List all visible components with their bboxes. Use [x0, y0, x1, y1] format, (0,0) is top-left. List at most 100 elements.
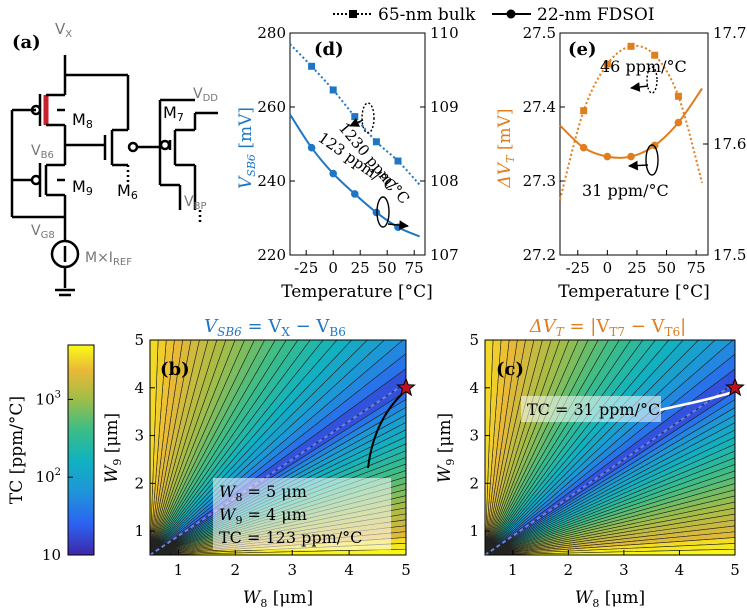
x-tick-label: 25	[351, 259, 370, 277]
contour-band	[485, 407, 735, 555]
y-tick-label: 27.2	[523, 246, 556, 264]
vbp-label: VBP	[184, 194, 206, 212]
panel-b-frame	[149, 339, 407, 556]
contour-band	[485, 531, 735, 555]
contour-band	[150, 340, 265, 555]
vb6-label: VB6	[31, 143, 54, 161]
panel-b-ticks: 1 2 3 4 5 1 2 3 4 5	[134, 331, 410, 579]
chart-panel-e: -25 0 25 50 75 27.2 27.3 27.4 27.5 17.5 17.6 17.7 (…	[495, 24, 746, 302]
contour-band	[485, 429, 735, 555]
y-tick-label: 27.3	[523, 172, 556, 190]
x-tick-label: 50	[657, 259, 676, 277]
contour-band	[485, 340, 609, 555]
m9-label: M9	[72, 177, 93, 198]
contour-band	[485, 464, 735, 555]
panel-b-ylabel: W9 [μm]	[102, 413, 124, 483]
y-tick-label: 4	[469, 379, 479, 397]
y2-tick-label: 17.5	[713, 246, 746, 264]
x-tick-label: 75	[405, 259, 424, 277]
y2-tick-label: 109	[430, 98, 459, 116]
x-tick-label: 0	[328, 259, 338, 277]
legend-bulk-marker	[333, 10, 372, 18]
data-point	[351, 113, 359, 121]
contour-band	[485, 519, 735, 555]
panel-e-annot-arrows	[628, 66, 659, 176]
contour-band	[150, 399, 406, 555]
panel-e-ylabel: ΔVT [mV]	[495, 109, 517, 189]
panel-c-leader-line	[659, 391, 731, 412]
legend-bulk-label: 65-nm bulk	[378, 5, 476, 25]
contour-band	[485, 543, 735, 555]
y-tick-label: 240	[257, 172, 286, 190]
y2-tick-label: 17.7	[713, 24, 746, 42]
contour-band	[150, 340, 159, 555]
colorbar: 10 102 103 TC [ppm/°C]	[7, 344, 95, 564]
circuit-labels: (a) VX M8 M9 VB6 M7 M6 VDD VBP VG8 M×IRE…	[12, 20, 218, 268]
x-tick-label: 1	[508, 561, 518, 579]
legend-fdsoi-marker	[492, 9, 531, 19]
contour-band	[485, 340, 518, 555]
data-point	[351, 190, 359, 198]
colorbar-gradient	[67, 344, 95, 556]
panel-c-info-box	[521, 396, 661, 422]
panel-label-b: (b)	[160, 359, 190, 380]
contour-band	[485, 443, 735, 555]
x-tick-label: -25	[294, 259, 318, 277]
contour-band	[150, 548, 406, 555]
x-tick-label: 1	[174, 561, 184, 579]
x-tick-label: 5	[401, 561, 411, 579]
contour-band	[150, 340, 218, 555]
contour-band	[485, 537, 735, 555]
panel-c-ylabel: W9 [μm]	[435, 413, 457, 483]
contour-band	[150, 476, 406, 555]
panel-e-annot-31: 31 ppm/°C	[582, 181, 669, 200]
contour-band	[485, 340, 735, 555]
panel-e-annot-46: 46 ppm/°C	[600, 57, 687, 76]
y-tick-label: 2	[469, 474, 479, 492]
contour-band	[485, 501, 735, 555]
legend: 65-nm bulk 22-nm FDSOI	[333, 5, 655, 25]
contour-band	[485, 513, 735, 555]
y2-tick-label: 17.6	[713, 135, 746, 153]
data-point	[329, 169, 338, 178]
y-tick-label: 2	[134, 474, 144, 492]
colorbar-ticks: 10 102 103	[36, 389, 73, 564]
panel-e-xlabel: Temperature [°C]	[558, 282, 710, 302]
contour-band	[150, 436, 406, 555]
x-tick-label: 2	[564, 561, 574, 579]
panel-d-ylabel: VSB6 [mV]	[236, 107, 258, 189]
panel-label-e: (e)	[568, 39, 597, 60]
y-tick-label: 220	[257, 246, 286, 264]
iref-label: M×IREF	[85, 250, 132, 268]
heatmap-panel-b: 1 2 3 4 5 1 2 3 4 5 (b) VSB6 = VX − VB6 W8 [μm] W…	[102, 316, 416, 610]
data-point	[650, 141, 659, 150]
m7-label: M7	[163, 103, 184, 124]
x-tick-label: -25	[566, 259, 590, 277]
x-tick-label: 25	[627, 259, 646, 277]
panel-c-xlabel: W8 [μm]	[575, 588, 645, 610]
contour-band	[485, 548, 735, 555]
panel-b-xlabel: W8 [μm]	[243, 588, 313, 610]
contour-band	[150, 340, 324, 555]
data-point	[603, 152, 612, 161]
panel-c-title: ΔVT = |VT7 − VT6|	[529, 316, 687, 339]
panel-b-box-tc: TC = 123 ppm/°C	[219, 528, 362, 547]
panel-d-marks: -25 0 25 50 75 220 240 260 280 107 108 109 110	[257, 24, 458, 277]
y-tick-label: 280	[257, 24, 286, 42]
heatmap-panel-c: 1 2 3 4 5 1 2 3 4 5 (c) ΔVT = |VT7 − VT6| W8 [μm]…	[435, 316, 745, 610]
contour-band	[485, 340, 502, 555]
panel-e-frame	[559, 32, 709, 256]
x-tick-label: 2	[231, 561, 241, 579]
contour-band	[485, 414, 735, 555]
data-point	[579, 143, 588, 152]
contour-band	[485, 340, 494, 555]
vx-label: VX	[55, 20, 72, 40]
y-tick-label: 5	[469, 331, 479, 349]
contour-band	[485, 340, 599, 555]
y-tick-label: 4	[134, 379, 144, 397]
data-point	[603, 60, 611, 68]
y-tick-label: 27.4	[523, 98, 556, 116]
panel-b-title: VSB6 = VX − VB6	[204, 316, 346, 339]
contour-band	[150, 531, 406, 555]
panel-d-annot-arrows	[349, 102, 409, 230]
